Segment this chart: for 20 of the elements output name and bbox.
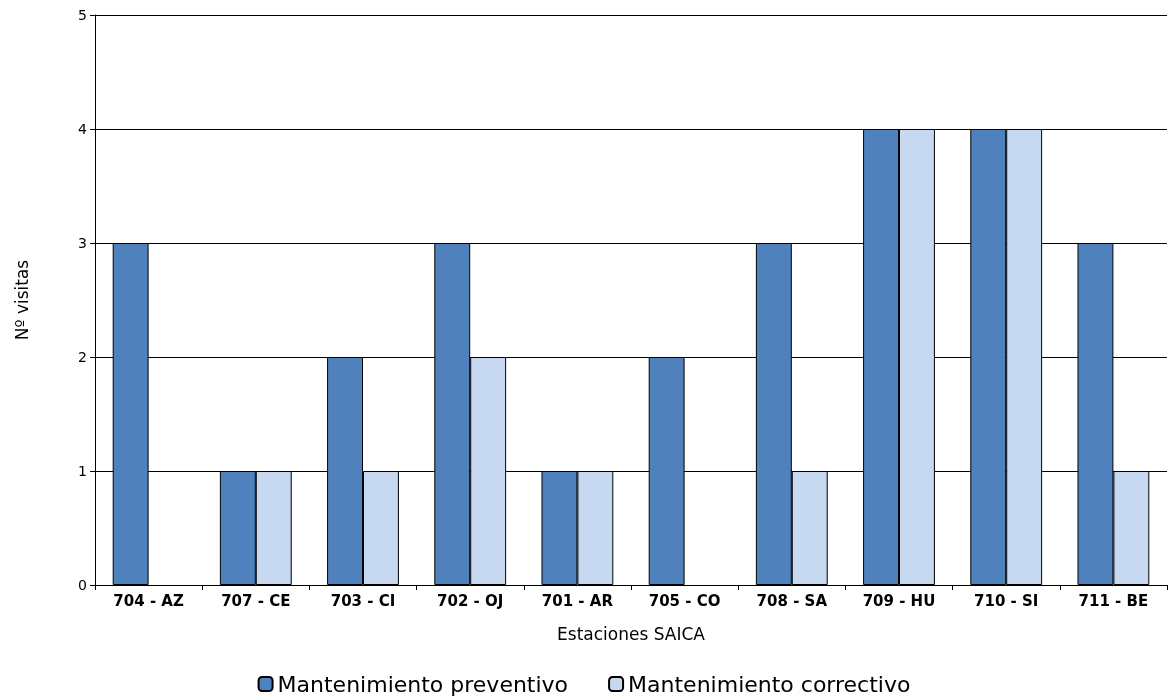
x-tick-label: 704 - AZ	[113, 591, 184, 610]
y-tick-label: 4	[78, 121, 88, 137]
x-tick-label: 710 - SI	[974, 591, 1039, 610]
x-tick-label: 702 - OJ	[437, 591, 504, 610]
x-tick-label: 707 - CE	[221, 591, 291, 610]
legend-label: Mantenimiento preventivo	[277, 671, 569, 697]
y-tick-label: 2	[78, 349, 87, 365]
x-tick-label: 705 - CO	[648, 591, 721, 610]
x-axis-title: Estaciones SAICA	[557, 623, 706, 644]
x-tick-label: 708 - SA	[756, 591, 828, 610]
y-tick-label: 5	[78, 7, 87, 23]
x-tick-label: 703 - CI	[330, 591, 396, 610]
x-tick-label: 711 - BE	[1078, 591, 1149, 610]
x-tick-label: 709 - HU	[862, 591, 936, 610]
x-tick-label: 701 - AR	[541, 591, 614, 610]
y-tick-label: 1	[78, 463, 87, 479]
y-axis-title: Nº visitas	[11, 259, 32, 341]
y-tick-label: 0	[78, 577, 87, 593]
y-tick-label: 3	[78, 235, 87, 251]
legend-label: Mantenimiento correctivo	[628, 671, 911, 697]
